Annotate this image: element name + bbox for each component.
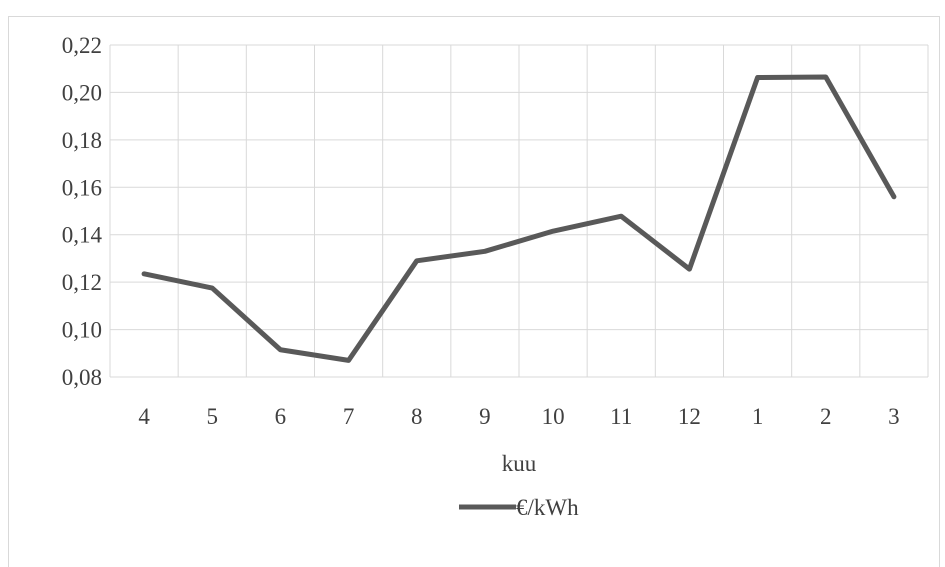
y-tick-label: 0,12 (62, 270, 102, 295)
x-axis-title: kuu (502, 451, 537, 476)
x-tick-label: 1 (752, 404, 764, 429)
y-tick-label: 0,16 (62, 175, 102, 200)
legend: €/kWh (459, 495, 579, 520)
y-tick-label: 0,14 (62, 223, 103, 248)
x-tick-label: 3 (888, 404, 900, 429)
x-tick-label: 5 (207, 404, 219, 429)
x-tick-label: 4 (138, 404, 150, 429)
y-tick-label: 0,10 (62, 318, 102, 343)
x-tick-label: 8 (411, 404, 423, 429)
x-tick-label: 11 (610, 404, 632, 429)
series-line (141, 74, 897, 363)
gridlines (109, 44, 929, 378)
chart-frame (8, 16, 940, 567)
series-layer (141, 74, 897, 363)
x-tick-label: 2 (820, 404, 832, 429)
x-tick-label: 10 (542, 404, 565, 429)
y-tick-label: 0,08 (62, 365, 102, 390)
y-axis-tick-labels: 0,08 0,10 0,12 0,14 0,16 0,18 0,20 0,22 (62, 33, 103, 390)
x-tick-label: 7 (343, 404, 355, 429)
x-tick-label: 12 (678, 404, 701, 429)
y-tick-label: 0,22 (62, 33, 102, 58)
legend-label: €/kWh (516, 495, 579, 520)
x-tick-label: 9 (479, 404, 491, 429)
x-axis-tick-labels: 4 5 6 7 8 9 10 11 12 1 2 3 (138, 404, 899, 429)
x-tick-label: 6 (275, 404, 287, 429)
y-tick-label: 0,18 (62, 128, 102, 153)
y-tick-label: 0,20 (62, 80, 102, 105)
